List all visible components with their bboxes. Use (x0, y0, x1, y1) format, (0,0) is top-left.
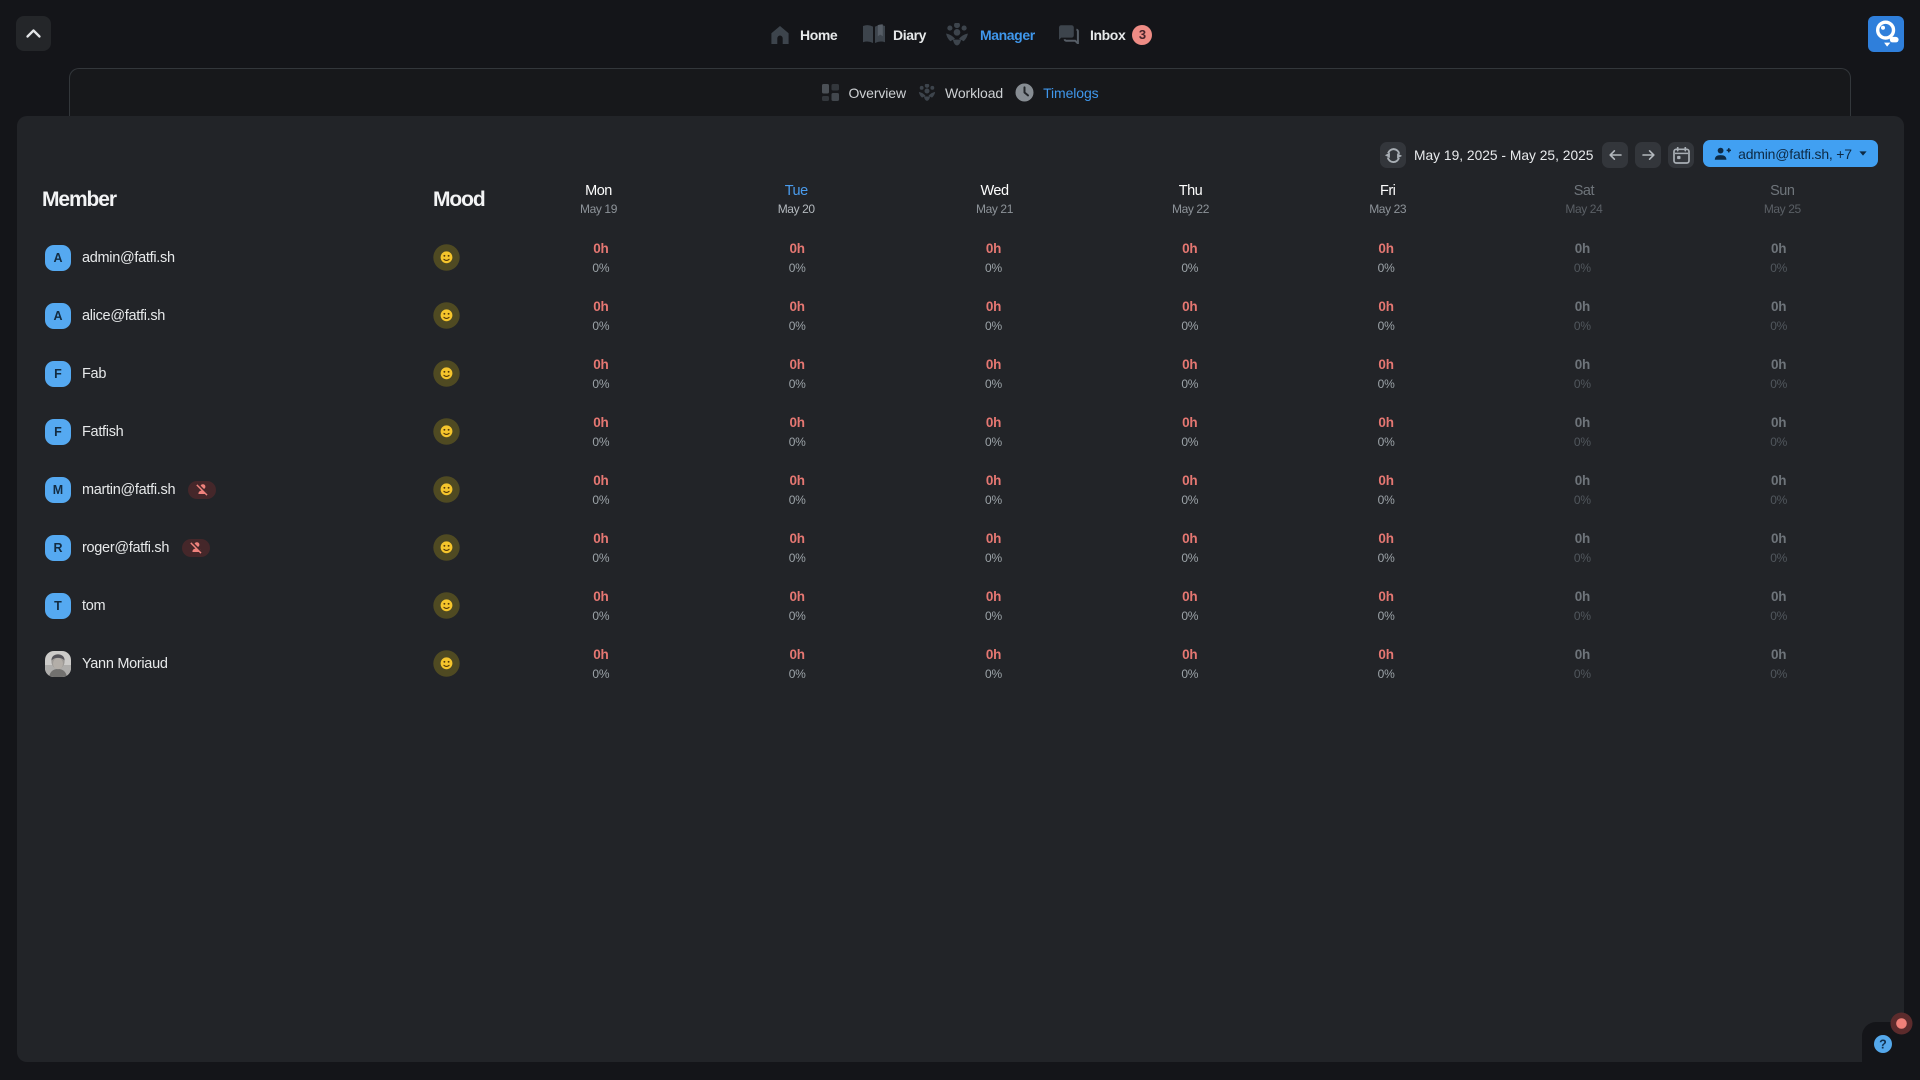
svg-text:?: ? (1879, 1037, 1887, 1051)
